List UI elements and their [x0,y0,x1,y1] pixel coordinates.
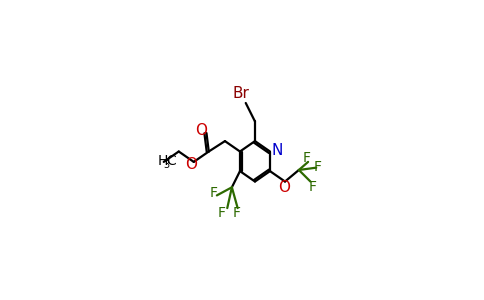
Text: N: N [272,143,283,158]
Text: Br: Br [232,86,249,101]
Text: F: F [217,206,226,220]
Text: F: F [303,152,311,165]
Text: O: O [196,123,207,138]
Text: F: F [232,206,241,220]
Text: H: H [158,154,168,168]
Text: C: C [166,154,177,168]
Text: F: F [210,186,217,200]
Text: F: F [309,180,317,194]
Text: F: F [313,160,321,173]
Text: O: O [185,157,197,172]
Text: O: O [278,180,290,195]
Text: 3: 3 [163,160,169,170]
